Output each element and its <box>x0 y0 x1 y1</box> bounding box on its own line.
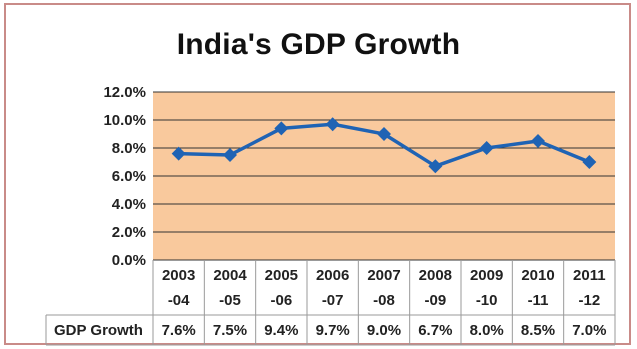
data-table-value: 9.4% <box>264 322 298 339</box>
x-tick-label: 2011 <box>573 267 606 284</box>
data-point <box>531 134 545 148</box>
x-tick-label: 2008 <box>419 267 452 284</box>
y-tick-label: 2.0% <box>112 224 146 241</box>
y-tick-label: 6.0% <box>112 168 146 185</box>
data-table-value: 7.0% <box>572 322 606 339</box>
data-table-value: 7.5% <box>213 322 247 339</box>
y-tick-label: 0.0% <box>112 252 146 269</box>
data-table-value: 8.0% <box>470 322 504 339</box>
y-tick-label: 8.0% <box>112 140 146 157</box>
x-tick-label: 2007 <box>367 267 400 284</box>
data-point <box>582 155 597 169</box>
x-tick-label: -07 <box>322 292 344 309</box>
y-tick-label: 4.0% <box>112 196 146 213</box>
y-tick-label: 10.0% <box>103 112 146 129</box>
y-tick-label: 12.0% <box>103 84 146 101</box>
x-tick-label: -09 <box>424 292 446 309</box>
x-tick-label: -06 <box>270 292 292 309</box>
chart-title: India's GDP Growth <box>176 28 461 61</box>
data-point <box>428 159 443 174</box>
data-point <box>325 117 340 132</box>
x-tick-label: 2003 <box>162 267 195 284</box>
x-tick-label: -12 <box>578 292 600 309</box>
data-table-value: 8.5% <box>521 322 555 339</box>
x-tick-label: 2006 <box>316 267 349 284</box>
data-point <box>479 141 494 155</box>
x-tick-label: 2009 <box>470 267 503 284</box>
data-table-value: 9.0% <box>367 322 401 339</box>
data-table-value: 6.7% <box>418 322 452 339</box>
x-tick-label: -11 <box>528 292 549 309</box>
x-tick-label: -10 <box>476 292 498 309</box>
data-point <box>274 121 289 136</box>
data-table-value: 7.6% <box>162 322 196 339</box>
x-tick-label: 2010 <box>521 267 554 284</box>
data-point <box>377 127 391 141</box>
series-name-label: GDP Growth <box>54 322 143 339</box>
x-tick-label: -08 <box>373 292 395 309</box>
x-tick-label: 2005 <box>265 267 298 284</box>
data-table-value: 9.7% <box>316 322 350 339</box>
x-tick-label: -05 <box>219 292 241 309</box>
x-tick-label: 2004 <box>213 267 247 284</box>
data-point <box>223 148 237 162</box>
x-tick-label: -04 <box>168 292 190 309</box>
data-point <box>171 146 186 161</box>
